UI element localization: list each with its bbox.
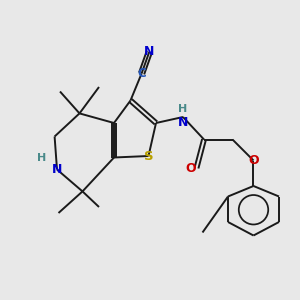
Text: N: N (178, 116, 188, 129)
Text: N: N (144, 45, 154, 58)
Text: H: H (178, 103, 188, 114)
Text: N: N (52, 163, 62, 176)
Text: H: H (37, 153, 46, 163)
Text: C: C (137, 67, 146, 80)
Text: S: S (144, 149, 153, 163)
Text: O: O (186, 161, 196, 175)
Text: O: O (248, 154, 259, 167)
